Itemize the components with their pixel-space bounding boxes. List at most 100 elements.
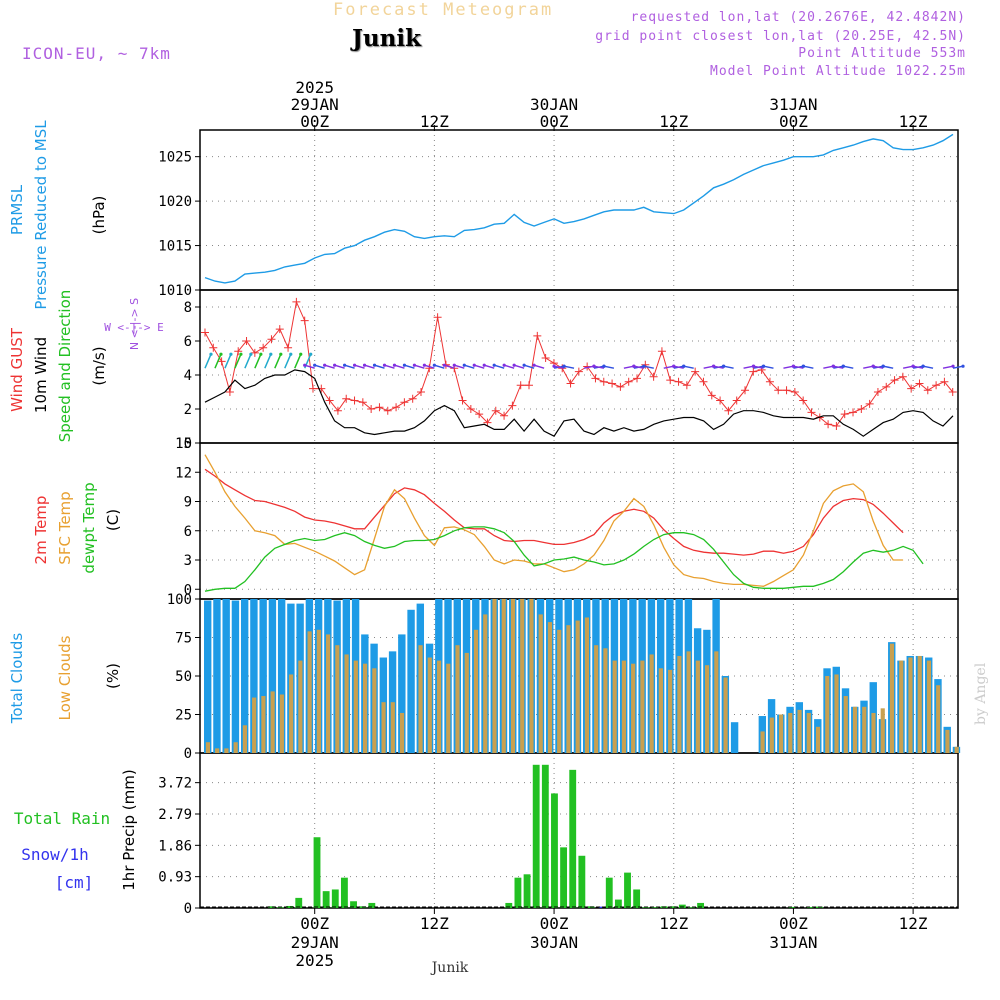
gust-point <box>591 374 600 383</box>
low-cloud-bar <box>436 660 442 753</box>
wind-arrow <box>264 353 272 369</box>
wind-arrow <box>673 365 684 369</box>
ytick-label: 0 <box>184 901 192 917</box>
wind-arrow <box>334 364 345 369</box>
wind-arrow <box>873 365 884 369</box>
wind-arrow-head <box>462 363 466 367</box>
wind-arrow-head <box>412 363 417 367</box>
rain-bar <box>669 906 677 908</box>
wind-arrow <box>912 365 924 369</box>
gust-point <box>624 377 633 386</box>
low-cloud-bar <box>640 660 645 753</box>
low-cloud-bar <box>242 725 247 753</box>
wind-arrow-head <box>209 352 213 356</box>
ytick-label: 3 <box>184 553 192 569</box>
precip-unit: 1hr Precip (mm) <box>120 769 138 890</box>
low-cloud-bar <box>603 648 608 753</box>
low-cloud-bar <box>520 599 525 753</box>
low-cloud-bar <box>289 674 294 753</box>
wind-arrow-head <box>502 363 506 367</box>
wind-arrow <box>723 365 734 369</box>
wind-arrow <box>374 364 385 369</box>
gust-point <box>898 372 907 381</box>
gust-point <box>749 367 758 376</box>
gust-point <box>824 420 833 429</box>
precip-label-2: Snow/1h <box>21 845 88 864</box>
precip-label-1: Total Rain <box>14 809 110 828</box>
total-cloud-bar <box>730 722 739 753</box>
panel-pressure: 1010 1015 1020 1025 <box>158 129 959 299</box>
wind-arrow <box>902 365 914 369</box>
gust-point <box>225 388 234 396</box>
wind-arrow <box>523 364 535 369</box>
low-cloud-bar <box>446 663 451 753</box>
wind-arrow <box>404 364 415 369</box>
wind-arrow <box>234 353 242 369</box>
location-title: Junik <box>352 25 421 52</box>
low-cloud-bar <box>825 676 830 753</box>
ytick-label: 6 <box>184 524 192 540</box>
total-cloud-bar <box>231 600 240 753</box>
wind-arrow <box>424 364 435 369</box>
gust-point <box>741 386 750 395</box>
low-cloud-bar <box>418 645 423 753</box>
wind-arrow <box>743 365 754 369</box>
low-cloud-bar <box>760 731 765 753</box>
model-altitude: Model Point Altitude 1022.25m <box>710 64 966 79</box>
low-cloud-bar <box>714 651 719 753</box>
ytick-label: 2 <box>184 402 192 418</box>
rain-bar <box>688 907 695 908</box>
low-cloud-bar <box>316 629 321 753</box>
wind-arrow-head <box>229 352 233 356</box>
total-cloud-bar <box>213 599 221 753</box>
rain-bar <box>578 855 586 908</box>
wind-arrow-head <box>911 364 915 368</box>
wind-arrow-head <box>721 364 726 368</box>
low-cloud-bar <box>353 660 358 753</box>
low-cloud-bar <box>224 748 229 753</box>
low-cloud-bar <box>668 669 673 753</box>
wind-arrow-head <box>352 363 357 367</box>
low-cloud-bar <box>621 660 626 753</box>
rain-bar <box>624 872 631 908</box>
gust-point <box>782 386 791 395</box>
rain-bar <box>560 847 568 908</box>
top-date-label: 31JAN <box>769 95 817 114</box>
low-cloud-bar <box>252 697 257 753</box>
wind-arrow-head <box>751 364 756 368</box>
gust-point <box>832 422 841 430</box>
gust-point <box>633 374 642 383</box>
rain-bar <box>286 905 294 908</box>
low-cloud-bar <box>769 717 774 753</box>
gust-point <box>865 399 874 408</box>
wind-arrow-head <box>592 364 596 368</box>
top-hour-label: 12Z <box>420 112 449 131</box>
low-cloud-bar <box>686 651 691 753</box>
wind-arrow-head <box>951 364 955 368</box>
ytick-label: 0.93 <box>158 870 192 886</box>
wind-arrow <box>204 353 212 369</box>
gust-point <box>915 379 924 388</box>
wind-arrow-head <box>299 352 303 356</box>
rain-bar <box>678 904 686 908</box>
wind-arrow-head <box>512 363 516 367</box>
gust-point <box>300 316 309 325</box>
total-cloud-bar <box>268 599 277 753</box>
ytick-label: 8 <box>184 300 192 316</box>
grid-point-coords: grid point closest lon,lat (20.25E, 42.5… <box>595 29 966 44</box>
wind-arrow <box>843 365 854 369</box>
gust-point <box>707 391 716 400</box>
low-cloud-bar <box>899 660 904 753</box>
low-cloud-bar <box>843 696 848 753</box>
wind-arrow-head <box>801 364 805 368</box>
gust-point <box>608 379 617 388</box>
temp2m-series <box>204 468 904 556</box>
ytick-label: 9 <box>184 495 192 511</box>
gust-point <box>333 406 342 415</box>
wind-arrow <box>833 365 844 369</box>
wind-arrow <box>593 365 605 369</box>
total-cloud-bar <box>222 599 230 753</box>
low-cloud-bar <box>510 599 516 753</box>
gust-point <box>616 382 625 391</box>
